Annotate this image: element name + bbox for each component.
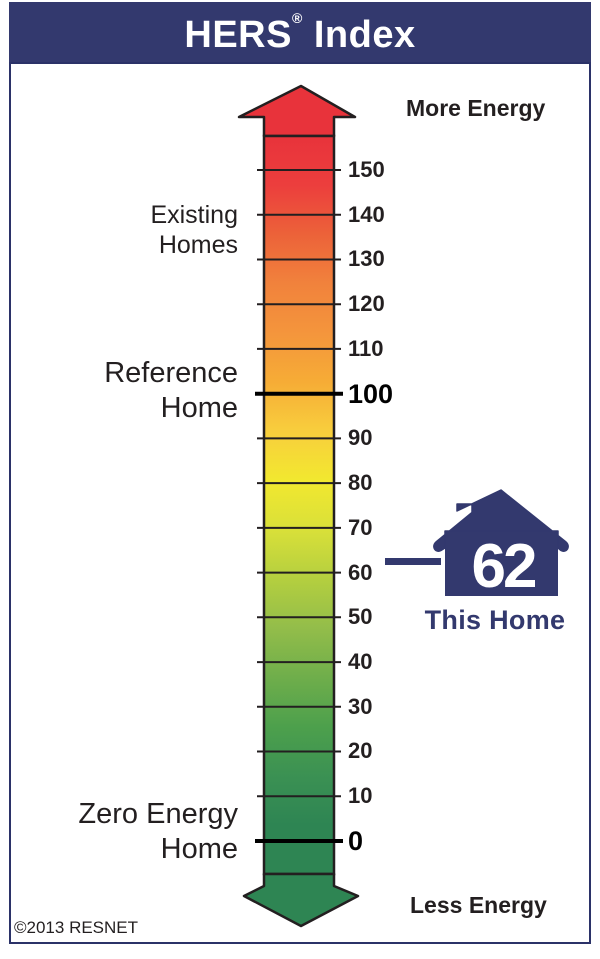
svg-text:10: 10 xyxy=(348,783,372,808)
svg-text:30: 30 xyxy=(348,694,372,719)
svg-text:50: 50 xyxy=(348,604,372,629)
svg-text:80: 80 xyxy=(348,470,372,495)
svg-text:62: 62 xyxy=(472,532,535,601)
svg-text:This Home: This Home xyxy=(425,605,566,635)
svg-text:120: 120 xyxy=(348,291,385,316)
svg-text:0: 0 xyxy=(348,826,363,856)
svg-text:20: 20 xyxy=(348,738,372,763)
svg-text:60: 60 xyxy=(348,560,372,585)
svg-text:140: 140 xyxy=(348,202,385,227)
svg-text:110: 110 xyxy=(348,336,384,361)
svg-text:130: 130 xyxy=(348,246,385,271)
svg-text:40: 40 xyxy=(348,649,372,674)
svg-text:70: 70 xyxy=(348,515,372,540)
svg-text:90: 90 xyxy=(348,425,372,450)
svg-text:150: 150 xyxy=(348,157,385,182)
svg-text:100: 100 xyxy=(348,379,393,409)
